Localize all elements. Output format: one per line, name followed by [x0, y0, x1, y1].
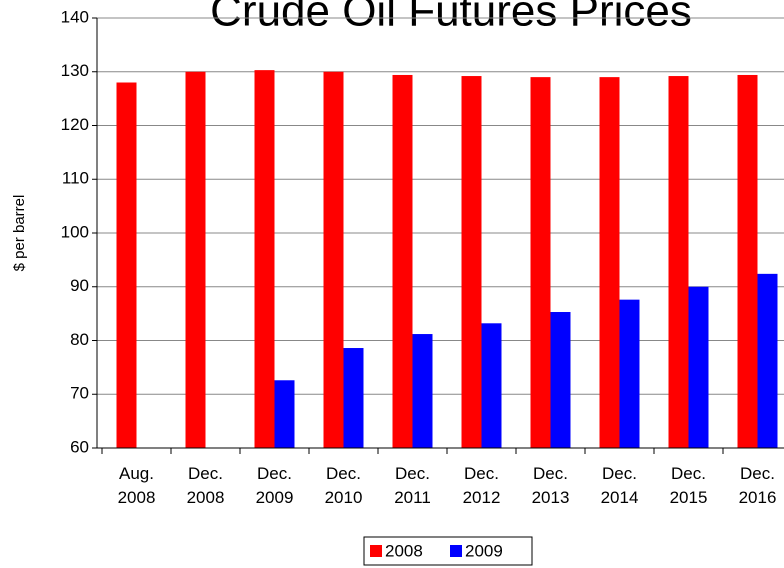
- bar: [530, 77, 551, 448]
- y-tick-label: 120: [61, 115, 89, 134]
- bar: [116, 82, 137, 448]
- y-tick-label: 140: [61, 7, 89, 26]
- x-tick-label: Dec. 2010: [324, 464, 363, 507]
- y-tick-label: 60: [70, 437, 89, 456]
- x-tick-label: Dec. 2016: [738, 464, 777, 507]
- bar: [481, 323, 502, 448]
- bar: [323, 71, 344, 448]
- legend-box: [363, 536, 533, 566]
- legend-label: 2008: [385, 541, 423, 560]
- y-tick-label: 130: [61, 61, 89, 80]
- bar: [392, 74, 413, 448]
- y-tick-label: 90: [70, 276, 89, 295]
- x-tick-label: Dec. 2014: [600, 464, 639, 507]
- bar: [254, 70, 275, 448]
- x-tick-label: Dec. 2009: [255, 464, 294, 507]
- y-tick-label: 110: [62, 169, 89, 188]
- bar: [274, 380, 295, 448]
- bar: [688, 286, 709, 448]
- x-tick-label: Aug. 2008: [117, 464, 156, 507]
- x-tick-label: Dec. 2008: [186, 464, 225, 507]
- x-tick-label: Dec. 2015: [669, 464, 708, 507]
- bar: [343, 348, 364, 448]
- y-tick-label: 80: [70, 330, 89, 349]
- x-tick-label: Dec. 2013: [531, 464, 570, 507]
- legend-label: 2009: [465, 541, 503, 560]
- y-axis-label: $ per barrel: [11, 195, 28, 272]
- bar: [185, 71, 206, 448]
- bar: [619, 299, 640, 448]
- bar: [737, 74, 758, 448]
- legend-swatch: [370, 545, 382, 557]
- bar: [550, 312, 571, 448]
- bar: [668, 76, 689, 449]
- x-tick-label: Dec. 2012: [462, 464, 501, 507]
- bar: [412, 334, 433, 448]
- x-tick-label: Dec. 2011: [394, 464, 431, 507]
- y-tick-label: 70: [70, 384, 89, 403]
- legend-swatch: [450, 545, 462, 557]
- bar: [599, 77, 620, 448]
- y-tick-label: 100: [61, 222, 89, 241]
- bar: [461, 76, 482, 449]
- bar: [757, 273, 778, 448]
